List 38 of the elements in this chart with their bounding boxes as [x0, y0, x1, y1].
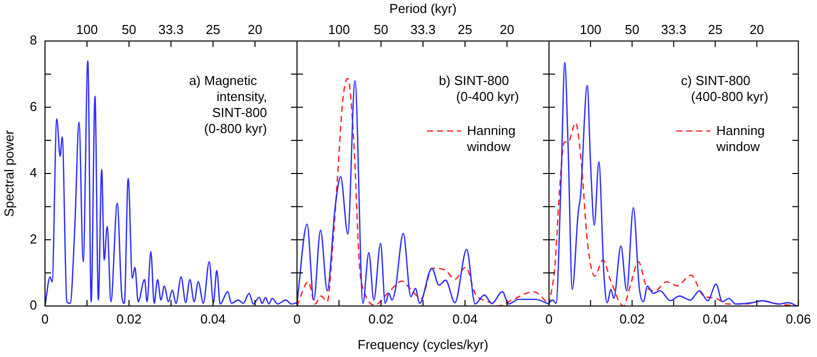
annotation: a) Magnetic intensity, SINT-800 (0-800 kyr) — [189, 73, 267, 136]
x-tick-label: 0.02 — [619, 311, 645, 326]
y-axis-title: Spectral power — [1, 129, 16, 217]
text: 20 — [750, 22, 764, 37]
text: 100 — [328, 22, 350, 37]
x-tick-label: 0.04 — [702, 311, 728, 326]
y-tick-label: 4 — [30, 165, 37, 180]
y-tick-label: 6 — [30, 98, 37, 114]
legend-label: Hanning window — [715, 123, 765, 154]
text: 25 — [458, 22, 472, 37]
x-tick-label: 0.02 — [368, 311, 394, 326]
x-axis-title: Frequency (cycles/kyr) — [358, 336, 488, 352]
annotation: c) SINT-800 (400-800 kyr) — [681, 73, 768, 104]
x-tick-label: 0.02 — [116, 311, 142, 326]
chart-title: Period (kyr) — [389, 1, 457, 16]
text: 50 — [624, 22, 640, 37]
text: 100 — [76, 22, 98, 37]
text: 25 — [708, 22, 722, 37]
text: 100 — [580, 22, 602, 37]
text: 33.3 — [410, 22, 436, 37]
text: 20 — [248, 22, 262, 37]
text: 50 — [122, 22, 136, 37]
y-tick-label: 0 — [30, 298, 37, 313]
legend-label: Hanning window — [466, 123, 516, 154]
x-tick-label: 0.04 — [452, 311, 478, 326]
x-tick-label: 0 — [545, 311, 553, 326]
y-tick-label: 2 — [30, 231, 37, 246]
text: 20 — [500, 22, 514, 37]
text: 33.3 — [158, 22, 184, 37]
text: 25 — [206, 22, 220, 37]
text: 50 — [374, 22, 388, 37]
x-tick-label: 0.04 — [200, 311, 226, 326]
annotation: b) SINT-800 (0-400 kyr) — [438, 73, 519, 104]
text: 33.3 — [661, 22, 686, 37]
x-tick-label: 0 — [41, 311, 49, 326]
x-tick-label: 0 — [293, 311, 301, 326]
y-tick-label: 8 — [30, 32, 37, 48]
x-tick-label: 0.06 — [786, 311, 812, 326]
